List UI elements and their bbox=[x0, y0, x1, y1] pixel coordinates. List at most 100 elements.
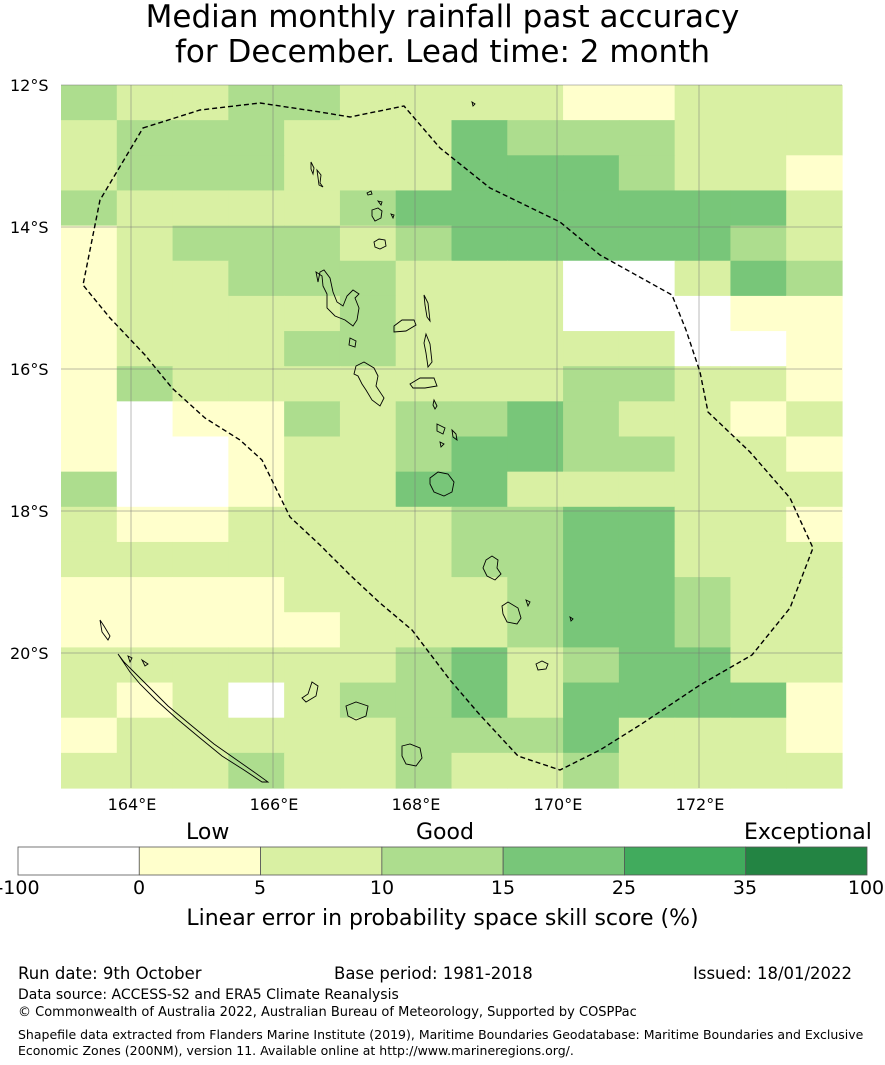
grid-cell bbox=[507, 155, 564, 192]
grid-cell bbox=[116, 682, 174, 719]
colorbar-category-low: Low bbox=[186, 820, 230, 845]
grid-cell bbox=[284, 225, 341, 262]
colorbar-swatch bbox=[624, 846, 747, 876]
grid-cell bbox=[339, 260, 397, 297]
grid-cell bbox=[61, 155, 118, 192]
grid-cell bbox=[395, 471, 453, 508]
title-line-2: for December. Lead time: 2 month bbox=[175, 34, 710, 70]
grid-cell bbox=[339, 155, 397, 192]
grid-cell bbox=[786, 506, 843, 543]
grid-cell bbox=[674, 647, 732, 684]
grid-cell bbox=[228, 260, 285, 297]
grid-cell bbox=[228, 717, 285, 754]
grid-cell bbox=[507, 471, 564, 508]
coast-torres-islands bbox=[310, 161, 315, 176]
grid-cell bbox=[172, 225, 229, 262]
colorbar-swatch bbox=[381, 846, 504, 876]
grid-cell bbox=[61, 331, 118, 367]
grid-cell bbox=[61, 612, 118, 648]
colorbar-tick-1: 0 bbox=[132, 877, 146, 899]
grid-cell bbox=[395, 612, 453, 648]
grid-cell bbox=[730, 295, 787, 332]
colorbar-tick-5: 25 bbox=[611, 877, 637, 899]
grid-cell bbox=[339, 225, 397, 262]
grid-cell bbox=[228, 682, 285, 719]
grid-cell bbox=[507, 436, 564, 473]
grid-cell bbox=[563, 717, 620, 754]
grid-cell bbox=[786, 717, 843, 754]
grid-cell bbox=[395, 260, 453, 297]
grid-cell bbox=[228, 541, 285, 578]
grid-cell bbox=[618, 647, 676, 684]
grid-cell bbox=[786, 682, 843, 719]
grid-cell bbox=[451, 401, 508, 438]
grid-cell bbox=[786, 752, 843, 789]
grid-cell bbox=[339, 647, 397, 684]
grid-cell bbox=[172, 541, 229, 578]
grid-cell bbox=[563, 436, 620, 473]
grid-cell bbox=[61, 401, 118, 438]
coast-efate bbox=[429, 471, 455, 497]
grid-cell bbox=[339, 331, 397, 367]
coast-islet-3 bbox=[390, 213, 395, 220]
grid-cell bbox=[116, 436, 174, 473]
grid-cell bbox=[395, 366, 453, 402]
grid-cell bbox=[339, 120, 397, 156]
grid-cell bbox=[228, 120, 285, 156]
grid-cell bbox=[674, 436, 732, 473]
grid-cell bbox=[786, 612, 843, 648]
colorbar-tick-7: 100 bbox=[847, 877, 885, 899]
grid-cell bbox=[395, 506, 453, 543]
grid-cell bbox=[228, 401, 285, 438]
coast-epi bbox=[436, 423, 446, 435]
colorbar-title: Linear error in probability space skill … bbox=[186, 906, 699, 931]
grid-cell bbox=[674, 85, 732, 121]
colorbar-swatch bbox=[745, 846, 868, 876]
lat-label-20s: 20°S bbox=[10, 644, 49, 663]
grid-cell bbox=[116, 612, 174, 648]
grid-cell bbox=[618, 331, 676, 367]
grid-cell bbox=[61, 577, 118, 613]
grid-cell bbox=[116, 190, 174, 227]
grid-cell bbox=[228, 225, 285, 262]
grid-cell bbox=[674, 612, 732, 648]
grid-cell bbox=[395, 647, 453, 684]
coast-merelava bbox=[373, 238, 387, 250]
grid-cell bbox=[618, 120, 676, 156]
grid-cell bbox=[451, 577, 508, 613]
grid-cell bbox=[618, 366, 676, 402]
grid-cell bbox=[116, 225, 174, 262]
grid-cell bbox=[172, 612, 229, 648]
grid-cell bbox=[451, 295, 508, 332]
coast-loyalty-lifou bbox=[345, 701, 369, 721]
coast-new-caledonia bbox=[99, 619, 270, 783]
data-source: Data source: ACCESS-S2 and ERA5 Climate … bbox=[18, 987, 399, 1003]
grid-cell bbox=[507, 120, 564, 156]
grid-cell bbox=[618, 225, 676, 262]
grid-cell bbox=[563, 506, 620, 543]
grid-cell bbox=[228, 155, 285, 192]
grid-cell bbox=[618, 155, 676, 192]
grid-cell bbox=[451, 471, 508, 508]
grid-cell bbox=[228, 366, 285, 402]
grid-cell bbox=[451, 647, 508, 684]
grid-cell bbox=[730, 85, 787, 121]
grid-cell bbox=[284, 577, 341, 613]
grid-cell bbox=[116, 577, 174, 613]
grid-cell bbox=[395, 752, 453, 789]
grid-cell bbox=[730, 260, 787, 297]
colorbar-tick-0: -100 bbox=[0, 877, 40, 899]
colorbar-swatch bbox=[138, 846, 261, 876]
grid-cell bbox=[172, 647, 229, 684]
grid-cell bbox=[172, 436, 229, 473]
coast-banks-islands bbox=[316, 168, 324, 188]
grid-cell bbox=[339, 682, 397, 719]
grid-cell bbox=[395, 682, 453, 719]
grid-cell bbox=[116, 717, 174, 754]
grid-cell bbox=[228, 577, 285, 613]
grid-cell bbox=[674, 260, 732, 297]
coast-loyalty-mare bbox=[401, 743, 423, 767]
shapefile-credit-line-2: Economic Zones (200NM), version 11. Avai… bbox=[18, 1043, 574, 1058]
grid-cell bbox=[61, 295, 118, 332]
